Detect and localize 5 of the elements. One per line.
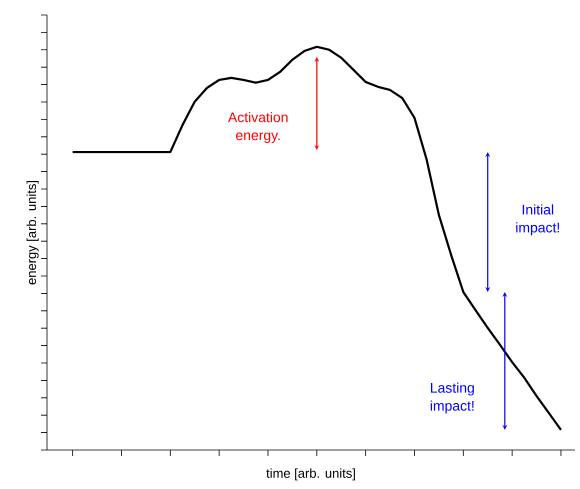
- annotation: Initial impact!: [516, 204, 559, 236]
- y-axis-title: energy [arb. units]: [26, 181, 39, 284]
- annotation: Activation energy.: [228, 112, 288, 143]
- x-axis-title: time [arb. units]: [266, 468, 355, 480]
- annotation: Lasting impact!: [430, 382, 474, 414]
